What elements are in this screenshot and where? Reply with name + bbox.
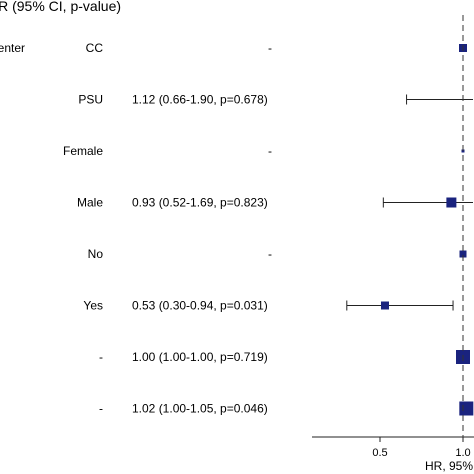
row-level-label: Male: [77, 196, 103, 210]
hr-marker: [446, 197, 457, 208]
row-stat-text: 0.93 (0.52-1.69, p=0.823): [132, 196, 268, 210]
hr-marker: [380, 301, 389, 310]
x-axis: HR, 95% CI 0.5 1.0: [312, 436, 474, 473]
row-stat-text: 0.53 (0.30-0.94, p=0.031): [132, 299, 268, 313]
row-level-label: CC: [86, 41, 104, 55]
row-level-label: No: [88, 247, 104, 261]
row-level-label: PSU: [78, 93, 103, 107]
row-level-label: -: [99, 402, 103, 416]
row-stat-text: -: [268, 41, 272, 55]
row-stat-text: 1.00 (1.00-1.00, p=0.719): [132, 350, 268, 364]
row-level-label: -: [99, 350, 103, 364]
row-stat-text: -: [268, 247, 272, 261]
x-tick-label: 1.0: [455, 447, 470, 459]
row-level-label: Yes: [83, 299, 103, 313]
hr-marker: [459, 250, 467, 258]
row-variable-label: Center: [0, 41, 25, 55]
hr-marker: [459, 401, 474, 416]
row-stat-text: 1.02 (1.00-1.05, p=0.046): [132, 402, 268, 416]
row-level-label: Female: [63, 144, 103, 158]
x-axis-label: HR, 95% CI: [425, 459, 474, 473]
forest-rows: Center CC - PSU 1.12 (0.66-1.90, p=0.678) Fem…: [0, 41, 474, 416]
x-tick-label: 0.5: [372, 447, 387, 459]
row-stat-text: 1.12 (0.66-1.90, p=0.678): [132, 93, 268, 107]
chart-header: HR (95% CI, p-value): [0, 0, 121, 14]
row-stat-text: -: [268, 144, 272, 158]
